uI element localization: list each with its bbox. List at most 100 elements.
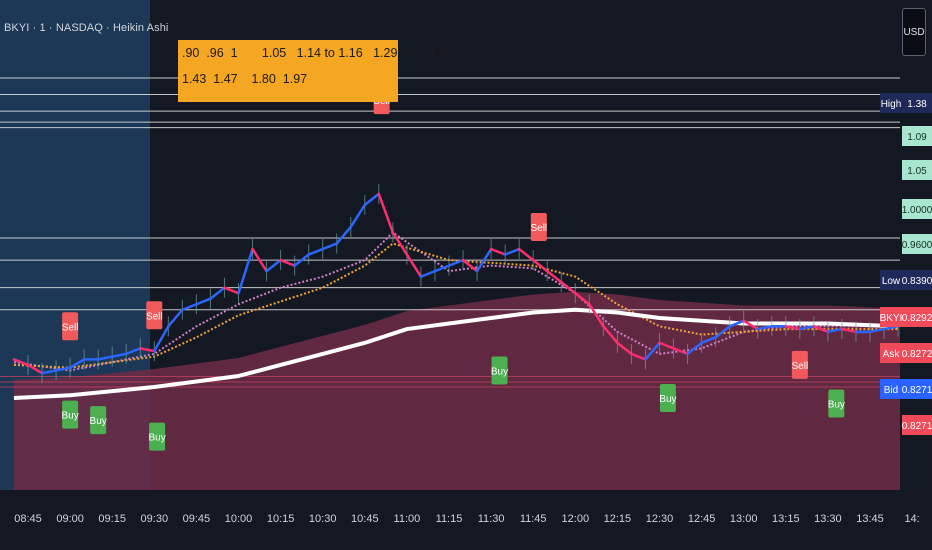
buy-signal: Buy xyxy=(61,400,79,429)
price-segment xyxy=(139,347,156,353)
price-segment xyxy=(574,291,591,306)
signal-label: Sell xyxy=(791,361,808,372)
axis-label-bid: Bid 0.8271 xyxy=(880,379,932,399)
horizontal-levels xyxy=(0,77,900,388)
price-segment xyxy=(68,358,86,369)
price-segment xyxy=(742,319,759,331)
price-segment xyxy=(644,341,661,361)
axis-value-box xyxy=(902,199,932,219)
x-tick-label: 09:15 xyxy=(98,513,126,525)
currency-button[interactable]: USD xyxy=(902,8,926,56)
price-segment xyxy=(686,341,703,356)
buy-signal: Buy xyxy=(828,389,845,418)
axis-value-text: 1.38 xyxy=(907,99,927,110)
x-tick-label: 11:15 xyxy=(436,513,463,525)
price-segment xyxy=(531,258,549,273)
x-tick-label: 09:00 xyxy=(56,513,84,525)
price-cloud xyxy=(13,291,900,490)
signal-box xyxy=(90,406,107,435)
series-layer xyxy=(12,183,900,401)
buy-signal: Buy xyxy=(148,422,166,451)
axis-tag-box xyxy=(880,379,902,399)
x-tick-label: 10:30 xyxy=(309,513,337,525)
axis-tag-box xyxy=(880,343,902,363)
axis-tag-text: Bid xyxy=(884,385,898,396)
cloud-area xyxy=(13,291,900,490)
price-segment xyxy=(265,258,282,273)
price-segment xyxy=(335,225,353,245)
axis-tag-text: Low xyxy=(882,276,901,287)
price-segment xyxy=(419,269,437,278)
sell-signal: Sell xyxy=(530,212,547,241)
signal-box xyxy=(146,301,163,330)
x-tick-label: 09:45 xyxy=(183,513,211,525)
time-axis-panel xyxy=(0,490,932,550)
signal-label: Buy xyxy=(90,416,107,427)
x-tick-label: 10:15 xyxy=(267,513,295,525)
price-segment xyxy=(251,247,268,273)
price-segment xyxy=(728,319,745,328)
signals-layer: SellBuyBuySellBuySellSellBuyBuySellBuy xyxy=(61,86,845,451)
sell-signal: Sell xyxy=(146,301,163,330)
axis-value-box xyxy=(902,234,932,254)
axis-value-box xyxy=(902,126,932,146)
price-segment xyxy=(124,347,142,356)
axis-value-box xyxy=(902,379,932,399)
x-tick-label: 13:30 xyxy=(814,513,842,525)
x-tick-label: 13:00 xyxy=(730,513,758,525)
axis-value-text: 1.05 xyxy=(907,166,927,177)
axis-value-text: 0.8292 xyxy=(902,313,932,324)
buy-signal: Buy xyxy=(90,406,107,435)
x-tick-label: 13:45 xyxy=(856,513,884,525)
signal-label: Buy xyxy=(148,433,165,444)
price-segment xyxy=(321,242,338,251)
price-segment xyxy=(602,325,619,345)
axis-label-level: 0.9600 xyxy=(902,234,932,254)
price-segment xyxy=(560,280,577,295)
price-segment xyxy=(279,258,296,267)
axis-label-last: BKYI 0.8292 xyxy=(880,307,932,327)
price-segment xyxy=(588,302,605,328)
chart-title: BKYI · 1 · NASDAQ · Heikin Ashi xyxy=(4,22,169,34)
price-segment xyxy=(475,247,493,273)
signal-label: Sell xyxy=(62,322,79,333)
axis-label-level: 1.05 xyxy=(902,160,932,180)
axis-value-text: 0.8390 xyxy=(902,276,932,287)
x-tick-label: 11:30 xyxy=(478,513,505,525)
price-segment xyxy=(714,325,731,339)
x-tick-label: 11:00 xyxy=(394,513,421,525)
price-segment xyxy=(405,253,423,278)
price-segment xyxy=(812,325,830,334)
axis-value-text: 0.8272 xyxy=(902,349,932,360)
signal-box xyxy=(62,312,79,341)
price-segment xyxy=(826,327,844,334)
x-tick-label: 12:00 xyxy=(562,513,590,525)
price-segment xyxy=(461,258,479,273)
price-segment xyxy=(798,325,816,331)
x-tick-label: 09:30 xyxy=(141,513,169,525)
axis-label-ask: Ask 0.8272 xyxy=(880,343,932,363)
price-segment xyxy=(12,358,30,367)
price-segment xyxy=(209,286,226,300)
price-segment xyxy=(616,341,633,356)
price-segment xyxy=(868,327,886,334)
axis-value-box xyxy=(902,343,932,363)
axis-value-text: 0.8271 xyxy=(902,421,932,432)
price-segment xyxy=(700,336,717,345)
axis-value-text: 1.0000 xyxy=(902,205,932,216)
sell-signal: Sell xyxy=(791,350,808,379)
price-segment xyxy=(349,203,367,229)
price-segment xyxy=(40,369,58,375)
axis-tag-text: High xyxy=(881,99,902,110)
price-segment xyxy=(545,269,563,284)
signal-box xyxy=(828,389,845,418)
levels-line-1: .90 .96 1 1.05 1.14 to 1.16 1.29 to 1.32 xyxy=(182,46,454,60)
signal-box xyxy=(791,350,808,379)
axis-value-box xyxy=(902,270,932,290)
axis-label-level: 1.0000 xyxy=(902,199,932,219)
axis-value-text: 0.8271 xyxy=(902,385,932,396)
price-segment xyxy=(307,247,324,256)
signal-label: Buy xyxy=(828,400,845,411)
axis-tag-box xyxy=(880,270,902,290)
